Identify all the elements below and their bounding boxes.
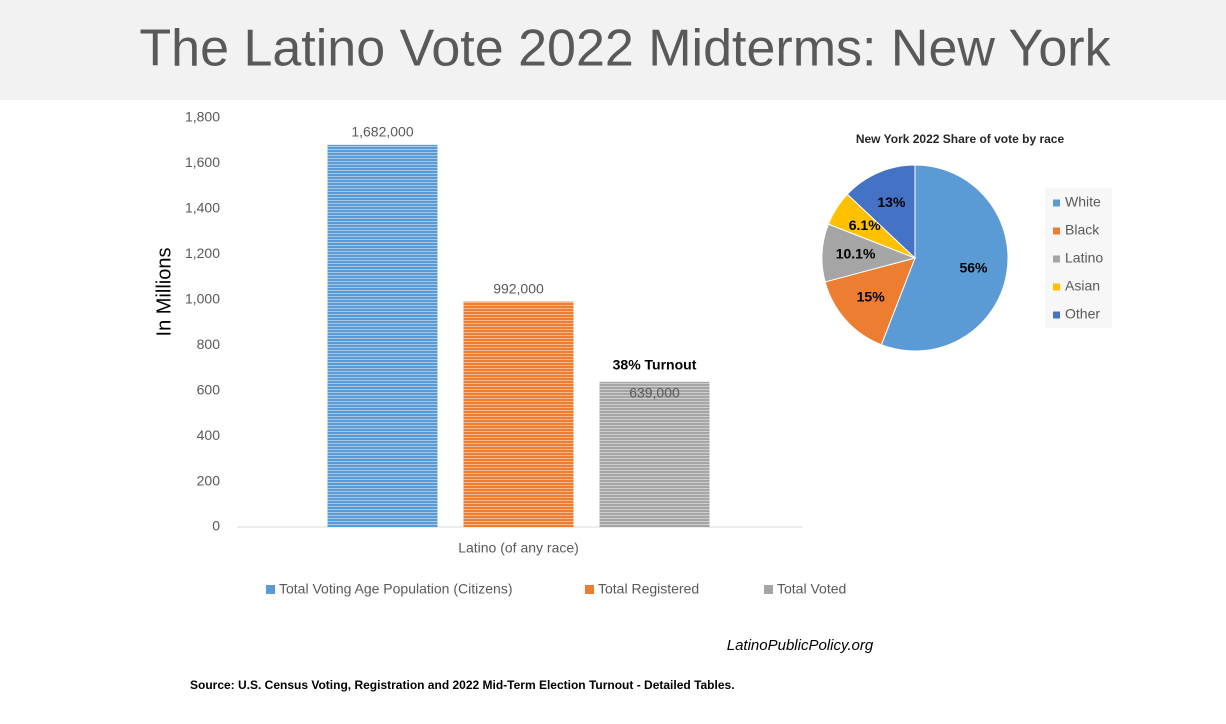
y-tick-label: 200 — [197, 472, 221, 488]
y-tick-label: 1,600 — [185, 154, 220, 170]
y-tick-label: 600 — [197, 381, 221, 397]
y-tick-label: 1,800 — [185, 109, 220, 125]
slide-title: The Latino Vote 2022 Midterms: New York — [139, 20, 1111, 78]
legend-label: Total Voted — [777, 581, 846, 597]
legend-swatch — [764, 585, 773, 594]
bar — [599, 381, 710, 527]
pie-slice — [824, 257, 916, 346]
legend-swatch — [1053, 311, 1060, 319]
bar — [327, 144, 438, 527]
legend-swatch — [1053, 227, 1060, 235]
slice-label: 13% — [877, 194, 906, 210]
y-axis-label: In Millions — [153, 248, 175, 337]
header-band — [0, 0, 1226, 100]
legend-label: Latino — [1065, 250, 1103, 266]
legend-label: Asian — [1065, 278, 1100, 294]
legend-label: Other — [1065, 306, 1100, 322]
slice-label: 6.1% — [849, 217, 881, 233]
slice-label: 10.1% — [836, 245, 876, 261]
legend-swatch — [585, 585, 594, 594]
value-label: 992,000 — [493, 280, 544, 296]
slice-label: 56% — [959, 260, 988, 276]
slice-label: 15% — [857, 288, 886, 304]
y-tick-label: 1,000 — [185, 290, 220, 306]
legend-swatch — [266, 585, 275, 594]
y-tick-label: 1,200 — [185, 245, 220, 261]
legend-swatch — [1053, 283, 1060, 291]
legend-label: Total Voting Age Population (Citizens) — [279, 581, 512, 597]
legend-label: White — [1065, 194, 1101, 210]
y-tick-label: 0 — [212, 518, 220, 534]
pie-slice — [846, 164, 916, 260]
site: LatinoPublicPolicy.org — [727, 637, 874, 654]
source: Source: U.S. Census Voting, Registration… — [190, 678, 735, 692]
legend-swatch — [1053, 255, 1060, 263]
x-tick-label: Latino (of any race) — [458, 540, 579, 556]
bar — [463, 301, 574, 527]
legend-label: Total Registered — [598, 581, 699, 597]
value-label: 639,000 — [629, 385, 680, 401]
pie-title: New York 2022 Share of vote by race — [856, 132, 1065, 146]
y-tick-label: 400 — [197, 427, 221, 443]
annotation: 38% Turnout — [613, 357, 697, 373]
legend-swatch — [1053, 199, 1060, 207]
y-tick-label: 1,400 — [185, 200, 220, 216]
y-tick-label: 800 — [197, 336, 221, 352]
legend-label: Black — [1065, 222, 1100, 238]
value-label: 1,682,000 — [351, 124, 413, 140]
pie-slice — [880, 164, 1009, 352]
